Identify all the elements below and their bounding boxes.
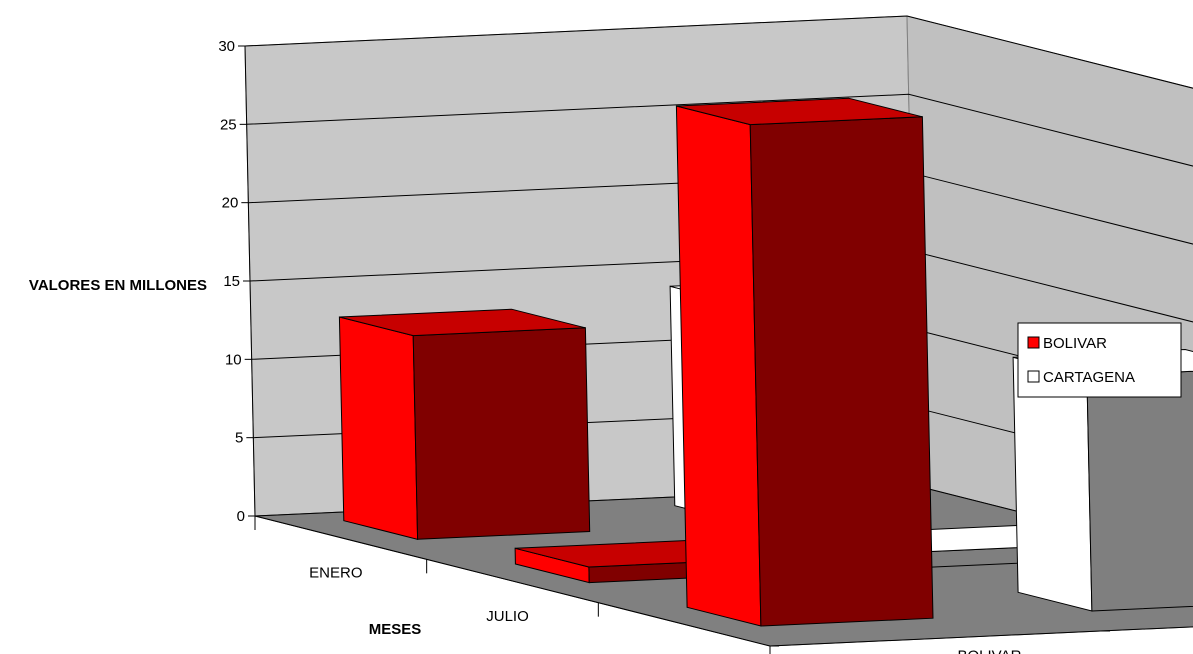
- bar-bolivar-enero: [338, 308, 591, 540]
- y-tick-label: 25: [220, 116, 237, 133]
- y-tick-label: 10: [225, 351, 242, 368]
- x-axis-title: MESES: [369, 621, 422, 638]
- gridline: [244, 15, 1193, 89]
- legend: BOLIVAR CARTAGENA: [1017, 322, 1182, 398]
- x-axis-line: [254, 515, 771, 647]
- chart-labels: 051015202530ENEROJULIODICIEMBREBOLIVARCA…: [218, 38, 1022, 654]
- y-axis-title: VALORES EN MILLONES: [29, 277, 207, 294]
- y-tick-label: 5: [235, 430, 243, 447]
- bar-side-face: [1086, 370, 1193, 612]
- bar-front-face: [675, 105, 762, 627]
- y-tick-label: 15: [223, 273, 240, 290]
- bar-side-face: [749, 116, 934, 627]
- legend-swatch-cartagena: [1027, 370, 1040, 383]
- x-tick-label-julio: JULIO: [486, 608, 529, 625]
- bar-top-face: [676, 97, 923, 126]
- y-tick-label: 0: [237, 508, 245, 525]
- y-tick-label: 30: [218, 38, 235, 55]
- bar-top-face: [339, 308, 586, 337]
- legend-label-cartagena: CARTAGENA: [1043, 369, 1135, 386]
- legend-label-bolivar: BOLIVAR: [1043, 335, 1107, 352]
- bar-front-face: [338, 316, 419, 540]
- bar-side-face: [412, 327, 591, 540]
- chart-bars: [338, 97, 1193, 627]
- chart-axes: [238, 45, 1193, 654]
- x-tick-label-diciembre: DICIEMBRE: [637, 651, 720, 654]
- depth-label-bolivar: BOLIVAR: [958, 648, 1022, 654]
- bar-bolivar-diciembre: [675, 97, 934, 627]
- y-axis-line: [244, 45, 256, 517]
- legend-box: [1017, 322, 1182, 398]
- y-tick-label: 20: [222, 195, 239, 212]
- legend-swatch-bolivar: [1027, 336, 1040, 349]
- x-tick-label-enero: ENERO: [309, 565, 362, 582]
- gridline: [246, 93, 1193, 167]
